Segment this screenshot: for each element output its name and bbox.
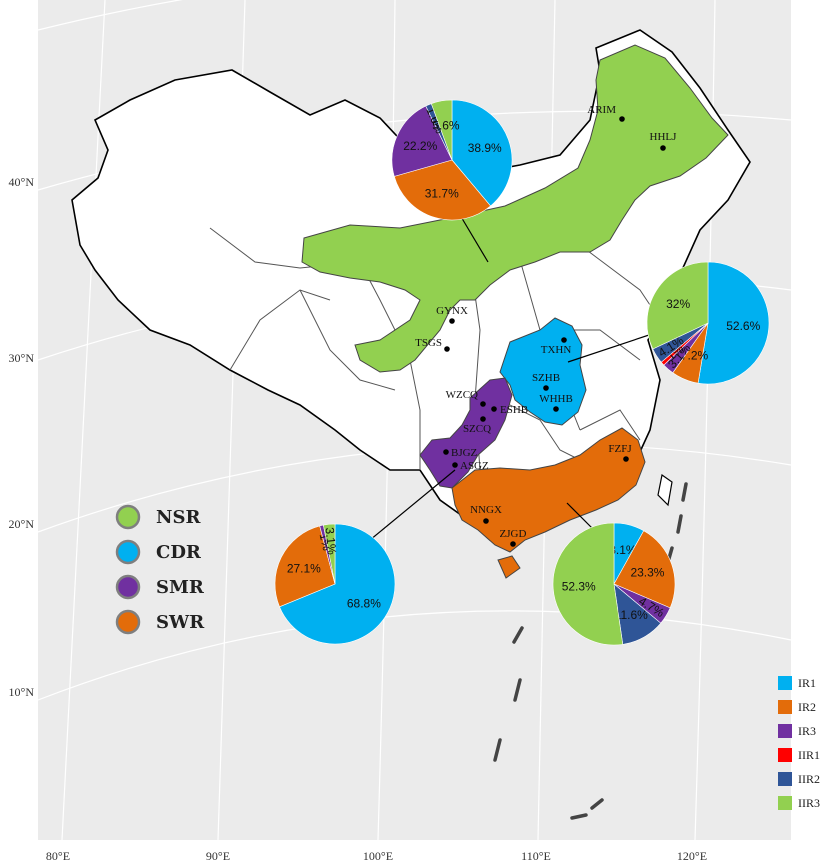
pie-slice-label: 8.1% [609, 543, 637, 557]
site-label: ZJGD [500, 528, 527, 540]
site-marker [480, 401, 486, 407]
latitude-tick-label: 40°N [9, 175, 35, 189]
type-swatch-iir3 [778, 796, 792, 810]
pie-slice-label: 22.2% [403, 139, 437, 153]
pie-slice-label: 32% [666, 297, 690, 311]
pie-slice-label: 27.1% [287, 561, 321, 575]
region-key-label: NSR [156, 507, 201, 528]
longitude-tick-label: 110°E [521, 849, 551, 863]
pie-swr: 8.1%23.3%4.7%11.6%52.3% [552, 522, 676, 646]
pie-slice-iir3 [430, 99, 453, 161]
pie-slice-iir3 [552, 522, 624, 646]
site-marker [619, 116, 625, 122]
site-marker [443, 449, 449, 455]
pie-slice-label: 3.1% [323, 527, 340, 556]
site-marker [452, 462, 458, 468]
site-marker [483, 518, 489, 524]
site-label: BJGZ [451, 447, 478, 459]
region-key-label: SMR [156, 577, 205, 598]
type-swatch-iir1 [778, 748, 792, 762]
region-nsr [301, 44, 729, 373]
latitude-labels: 10°N 20°N 30°N 40°N [9, 175, 35, 699]
site-label: ASGZ [460, 460, 489, 472]
longitude-tick-label: 120°E [677, 849, 707, 863]
pie-slice-label: 31.7% [425, 186, 459, 200]
type-swatch-iir2 [778, 772, 792, 786]
type-swatch-ir2 [778, 700, 792, 714]
region-swr [451, 427, 646, 579]
pie-slice-label: 68.8% [347, 596, 381, 610]
pie-slice-ir1 [697, 261, 770, 385]
site-label: TXHN [541, 344, 572, 356]
region-key-swr-icon [115, 609, 141, 635]
latitude-tick-label: 20°N [9, 517, 35, 531]
type-legend: IR1 IR2 IR3 IIR1 IIR2 IIR3 [778, 676, 820, 810]
type-label: IR3 [798, 724, 816, 738]
latitude-tick-label: 30°N [9, 351, 35, 365]
longitude-tick-label: 100°E [363, 849, 393, 863]
pie-nsr: 38.9%31.7%22.2%1.6%5.6% [391, 99, 513, 221]
pie-slice-ir3 [391, 105, 453, 177]
site-label: WZCQ [446, 389, 478, 401]
site-marker [561, 337, 567, 343]
pie-cdr: 52.6%7.2%3.1%1%4.1%32% [646, 261, 770, 385]
region-key-label: SWR [156, 612, 205, 633]
site-marker [480, 416, 486, 422]
type-swatch-ir3 [778, 724, 792, 738]
site-markers: ARIM HHLJ GYNX TSGS TXHN SZHB WHHB ESHB WZCQ SZCQ… [415, 104, 677, 547]
region-legend: NSR CDR SMR SWR [115, 504, 205, 635]
pie-slice-label: 52.3% [562, 580, 596, 594]
pie-slice-ir2 [393, 159, 491, 221]
site-label: FZFJ [608, 443, 632, 455]
site-label: TSGS [415, 337, 442, 349]
site-marker [553, 406, 559, 412]
pie-slice-label: 7.2% [681, 349, 709, 363]
pie-slice-iir3 [323, 523, 336, 585]
pie-slice-iir3 [646, 261, 709, 350]
longitude-tick-label: 80°E [46, 849, 70, 863]
region-key-smr-icon [115, 574, 141, 600]
pie-slice-label: 5.6% [432, 119, 460, 133]
type-swatch-ir1 [778, 676, 792, 690]
site-label: ESHB [500, 404, 528, 416]
pie-slice-label: 38.9% [468, 141, 502, 155]
site-label: NNGX [470, 504, 502, 516]
site-marker [623, 456, 629, 462]
pie-slice-label: 11.6% [615, 608, 648, 622]
site-marker [449, 318, 455, 324]
pie-slice-ir2 [613, 530, 676, 609]
pie-slice-ir2 [274, 525, 336, 608]
site-label: HHLJ [650, 131, 678, 143]
taiwan-island [657, 473, 673, 507]
type-label: IR1 [798, 676, 816, 690]
region-cdr [499, 317, 587, 426]
region-key-label: CDR [156, 542, 202, 563]
pie-charts: 38.9%31.7%22.2%1.6%5.6%52.6%7.2%3.1%1%4.… [274, 99, 770, 646]
longitude-tick-label: 90°E [206, 849, 230, 863]
type-label: IIR2 [798, 772, 820, 786]
region-key-cdr-icon [115, 539, 141, 565]
site-marker [660, 145, 666, 151]
site-label: ARIM [587, 104, 616, 116]
site-label: GYNX [436, 305, 468, 317]
site-marker [444, 346, 450, 352]
pie-slice-ir1 [451, 99, 513, 207]
type-label: IR2 [798, 700, 816, 714]
type-label: IIR3 [798, 796, 820, 810]
site-label: SZCQ [463, 423, 491, 435]
type-label: IIR1 [798, 748, 820, 762]
latitude-tick-label: 10°N [9, 685, 35, 699]
pie-smr: 68.8%27.1%1%3.1% [274, 523, 396, 645]
site-marker [510, 541, 516, 547]
site-label: WHHB [539, 393, 573, 405]
pie-slice-label: 23.3% [630, 566, 664, 580]
longitude-labels: 80°E 90°E 100°E 110°E 120°E [46, 849, 707, 863]
site-marker [543, 385, 549, 391]
site-label: SZHB [532, 372, 560, 384]
region-key-nsr-icon [115, 504, 141, 530]
pie-slice-label: 52.6% [726, 319, 760, 333]
site-marker [491, 406, 497, 412]
pie-slice-ir1 [279, 523, 396, 645]
